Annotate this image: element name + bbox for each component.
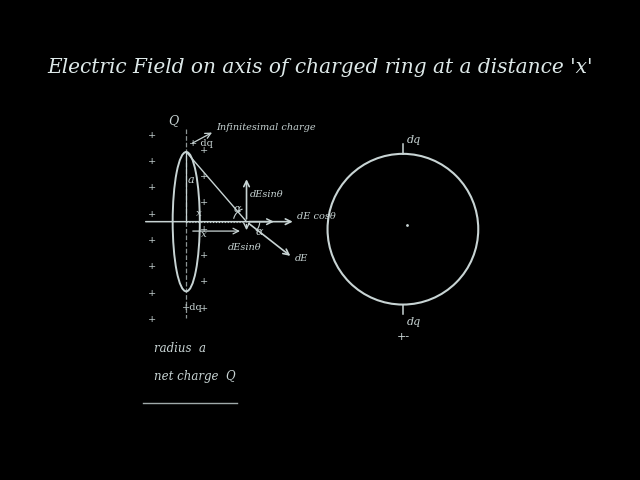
Text: +: + xyxy=(148,315,156,324)
Text: Electric Field on axis of charged ring at a distance 'x': Electric Field on axis of charged ring a… xyxy=(47,58,593,77)
Text: +dq: +dq xyxy=(182,303,202,312)
Text: net charge  Q: net charge Q xyxy=(154,370,236,383)
Text: dEsinθ: dEsinθ xyxy=(228,243,262,252)
Text: +: + xyxy=(148,289,156,298)
Text: +: + xyxy=(148,263,156,271)
Text: α: α xyxy=(234,204,241,214)
Text: +: + xyxy=(148,183,156,192)
Text: +: + xyxy=(200,225,208,234)
Text: +: + xyxy=(148,131,156,140)
Text: x: x xyxy=(202,230,207,239)
Text: +: + xyxy=(200,172,208,181)
Text: dE cosθ: dE cosθ xyxy=(298,212,336,221)
Text: dE: dE xyxy=(294,253,308,263)
Text: a: a xyxy=(188,175,195,185)
Text: + dq: + dq xyxy=(189,139,213,148)
Text: dq: dq xyxy=(406,317,421,327)
Text: Infinitesimal charge: Infinitesimal charge xyxy=(216,123,316,132)
Text: +: + xyxy=(200,304,208,313)
Text: Q: Q xyxy=(168,114,178,127)
Text: +: + xyxy=(200,198,208,207)
Text: +-: +- xyxy=(396,332,410,342)
Text: dq: dq xyxy=(406,134,421,144)
Text: +: + xyxy=(200,277,208,287)
Text: +: + xyxy=(148,210,156,218)
Text: +: + xyxy=(148,157,156,166)
Text: radius  a: radius a xyxy=(154,342,206,355)
Text: dEsinθ: dEsinθ xyxy=(250,190,283,199)
Text: x: x xyxy=(196,209,202,218)
Text: +: + xyxy=(200,145,208,155)
Text: +: + xyxy=(148,236,156,245)
Text: +: + xyxy=(200,251,208,260)
Text: α: α xyxy=(256,227,264,237)
